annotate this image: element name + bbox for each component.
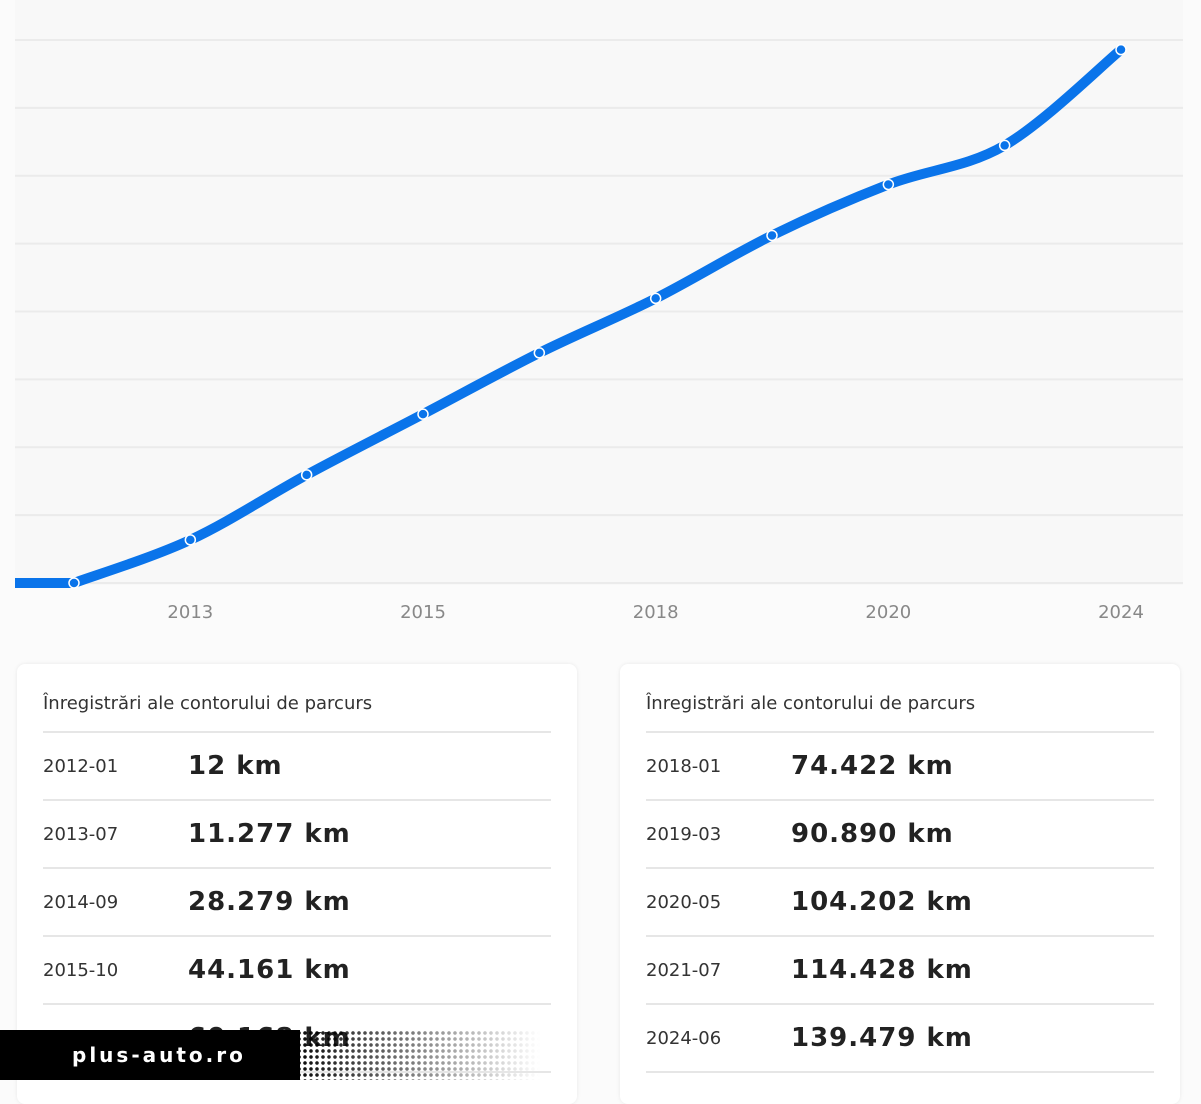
point	[649, 292, 662, 305]
odometer-card: Înregistrări ale contorului de parcurs 20…	[620, 664, 1180, 1104]
table-row: 2015-10 44.161 km	[43, 937, 551, 1005]
watermark: plus-auto.ro	[0, 1030, 540, 1080]
date: 2024-06	[646, 1027, 722, 1049]
mileage: 90.890 km	[791, 819, 954, 849]
card-title: Înregistrări ale contorului de parcurs	[43, 664, 551, 733]
table-row: 2018-01 74.422 km	[646, 733, 1154, 801]
mileage: 11.277 km	[188, 819, 351, 849]
x-tick-label: 2013	[167, 602, 213, 623]
x-tick-label: 2020	[865, 602, 911, 623]
x-tick-label: 2015	[400, 602, 446, 623]
point	[184, 534, 197, 546]
date: 2014-09	[43, 891, 119, 913]
point	[882, 178, 895, 191]
mileage: 104.202 km	[791, 887, 973, 917]
point	[533, 347, 546, 359]
card-title: Înregistrări ale contorului de parcurs	[646, 664, 1154, 733]
point	[998, 139, 1011, 152]
watermark-bg	[0, 1030, 300, 1080]
date: 2013-07	[43, 823, 119, 845]
mileage: 28.279 km	[188, 887, 351, 917]
point	[68, 577, 80, 589]
date: 2020-05	[646, 891, 722, 913]
mileage: 44.161 km	[188, 955, 351, 985]
point	[1115, 43, 1127, 56]
chart: 2013 2015 2018 2020 2024	[15, 0, 1183, 623]
date: 2012-01	[43, 755, 119, 777]
table-row: 2012-01 12 km	[43, 733, 551, 801]
table-row: 2013-07 11.277 km	[43, 801, 551, 869]
point	[417, 408, 429, 420]
table-row: 2024-06 139.479 km	[646, 1005, 1154, 1073]
date: 2021-07	[646, 959, 722, 981]
mileage: 74.422 km	[791, 751, 954, 781]
mileage: 114.428 km	[791, 955, 973, 985]
table-row: 2014-09 28.279 km	[43, 869, 551, 937]
plot-area	[15, 0, 1183, 585]
table-row: 2019-03 90.890 km	[646, 801, 1154, 869]
x-tick-label: 2024	[1098, 602, 1144, 623]
page: 2013 2015 2018 2020 2024 Înregistrări ale co…	[0, 0, 1183, 1080]
x-tick-label: 2018	[633, 602, 679, 623]
date: 2018-01	[646, 755, 722, 777]
watermark-dots	[290, 1030, 540, 1080]
date: 2019-03	[646, 823, 722, 845]
line	[69, 44, 1126, 588]
point	[300, 469, 313, 481]
table-row: 2020-05 104.202 km	[646, 869, 1154, 937]
date: 2015-10	[43, 959, 119, 981]
watermark-text: plus-auto.ro	[72, 1043, 246, 1067]
point	[766, 229, 778, 242]
mileage: 139.479 km	[791, 1023, 973, 1053]
mileage: 12 km	[188, 751, 283, 781]
table-row: 2021-07 114.428 km	[646, 937, 1154, 1005]
